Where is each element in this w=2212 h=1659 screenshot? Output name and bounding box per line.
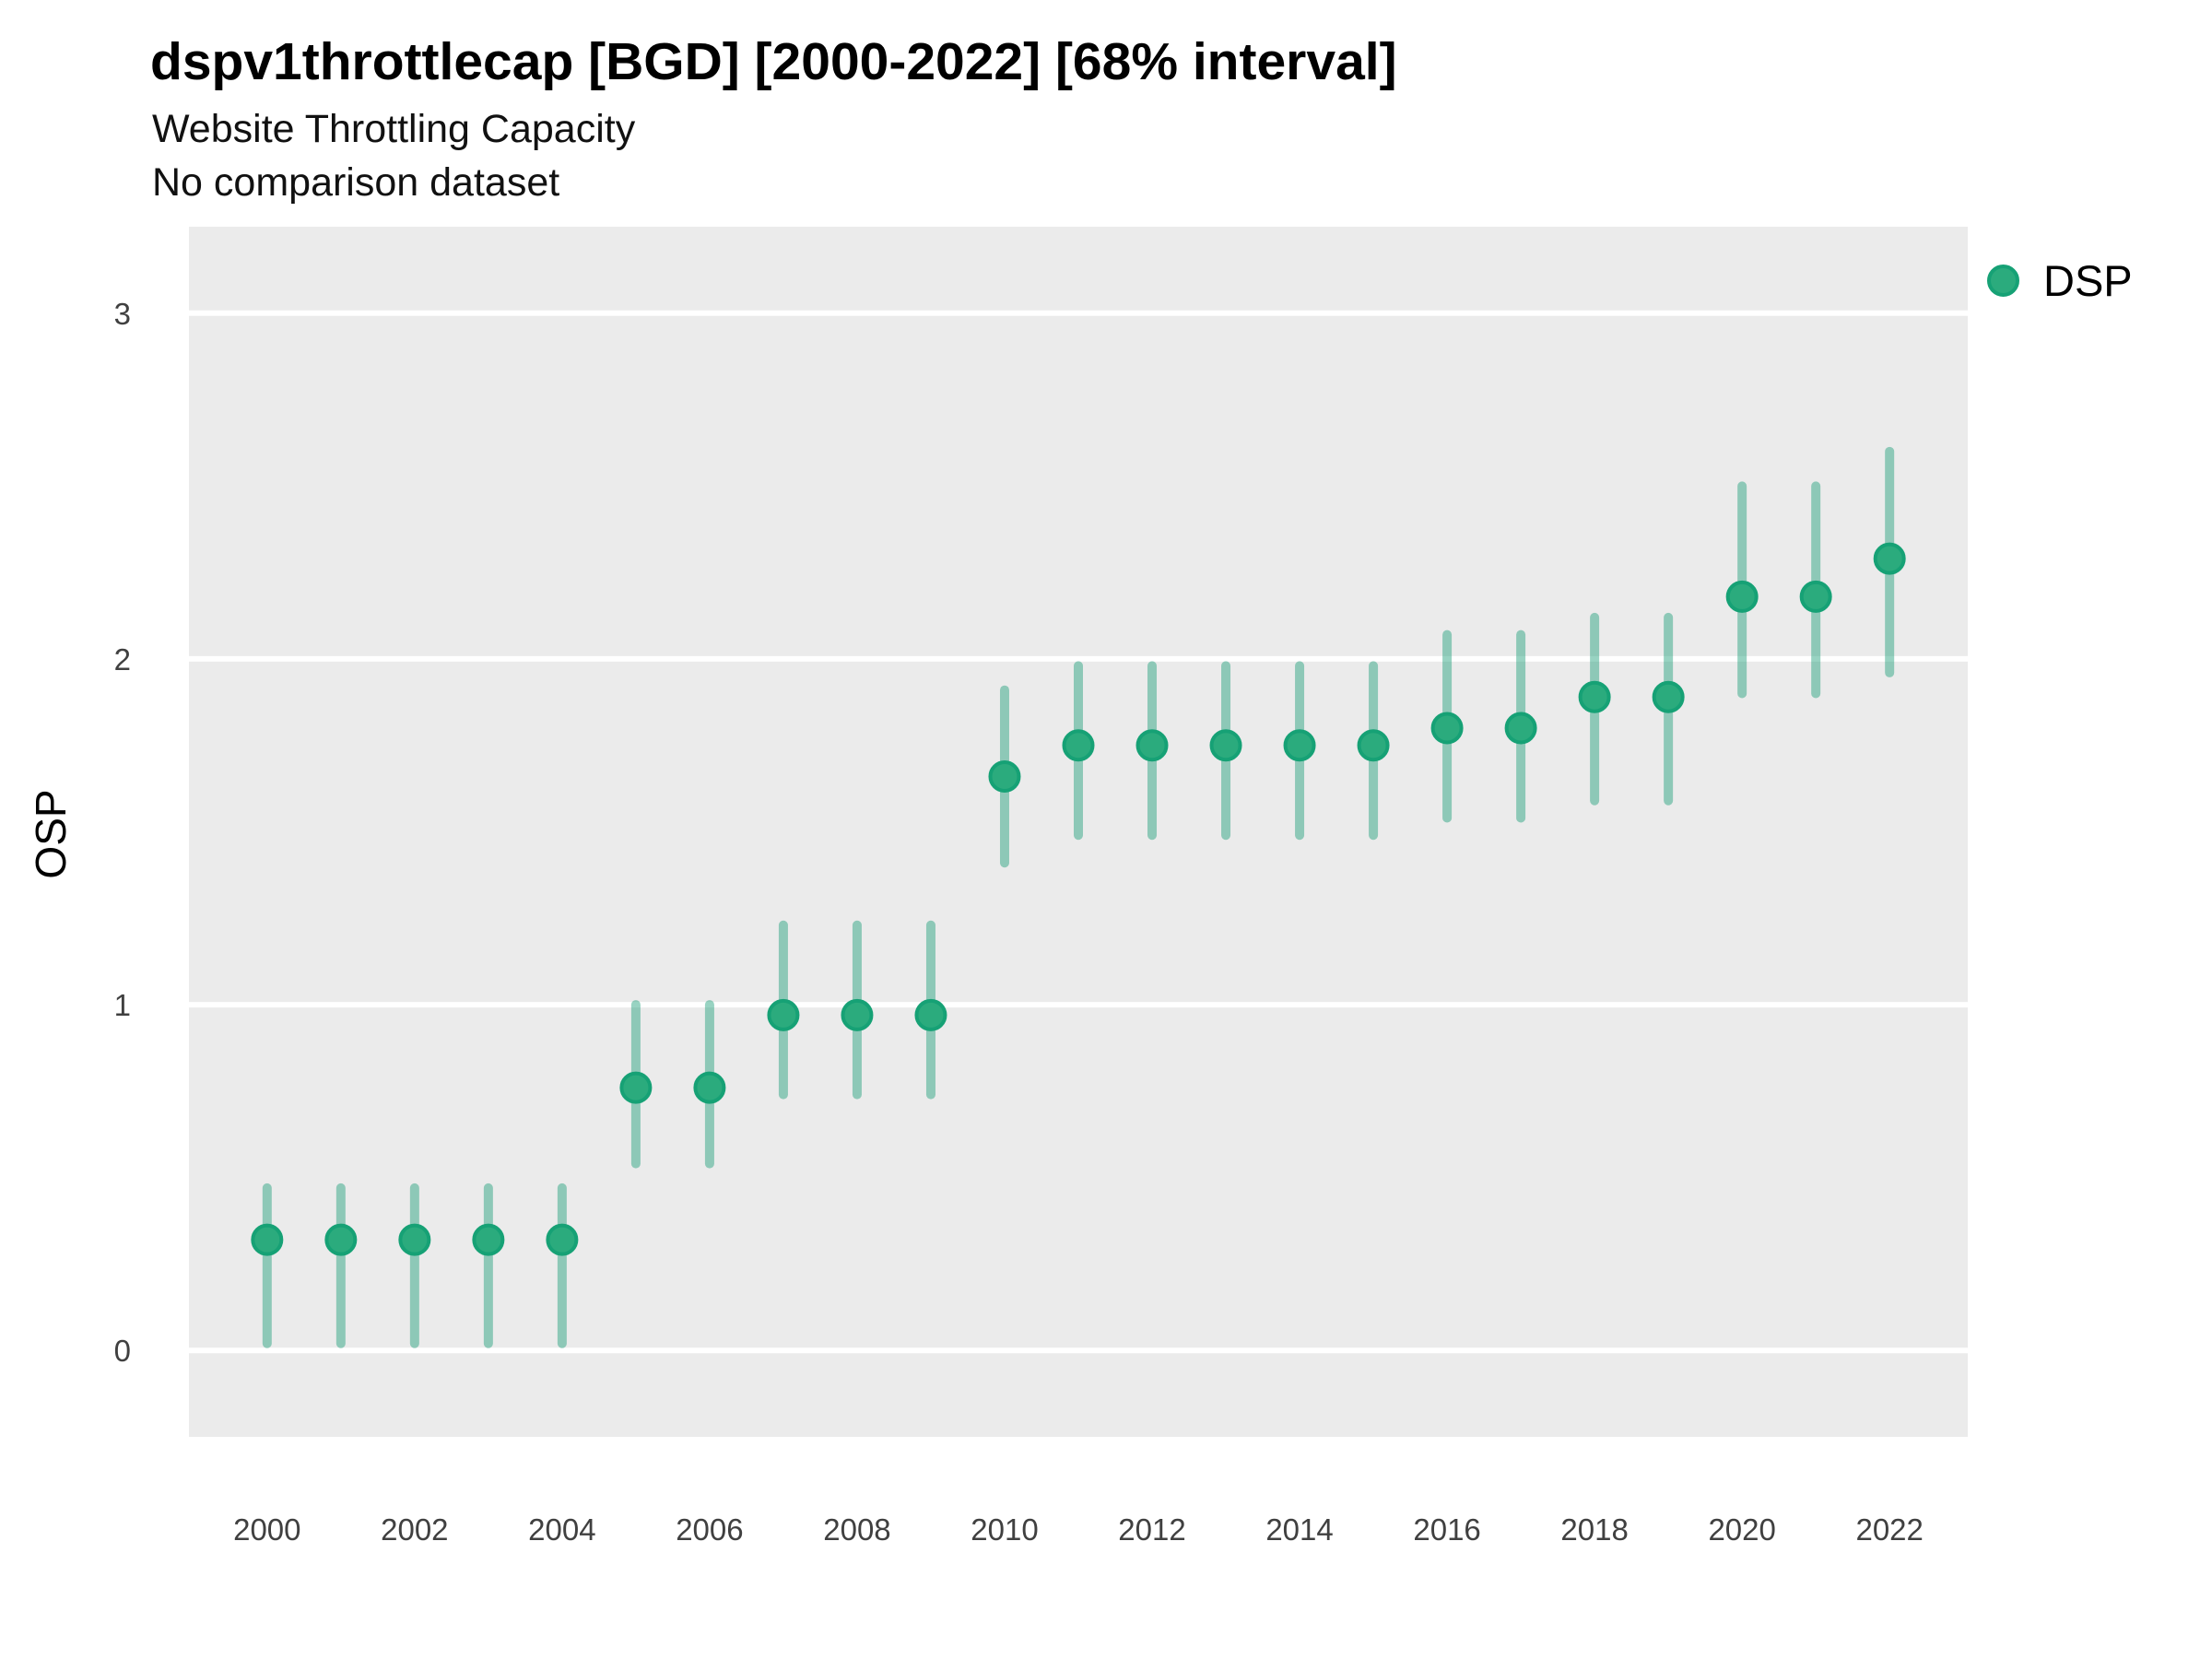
data-point-2006 [693,1071,726,1104]
x-tick-label: 2022 [1855,1512,1923,1547]
data-point-2002 [398,1223,431,1256]
chart-title: dspv1throttlecap [BGD] [2000-2022] [68% … [150,32,1397,91]
x-tick-label: 2008 [823,1512,890,1547]
chart-note: No comparison dataset [152,160,560,205]
x-tick-label: 2010 [971,1512,1038,1547]
data-point-2011 [1062,729,1095,762]
x-tick-label: 2012 [1118,1512,1185,1547]
y-tick-label: 2 [114,642,131,677]
x-tick-label: 2014 [1265,1512,1333,1547]
data-point-2001 [324,1223,358,1256]
x-tick-label: 2006 [676,1512,743,1547]
data-point-2015 [1357,729,1390,762]
data-point-2014 [1283,729,1316,762]
data-point-2000 [251,1223,284,1256]
y-tick-label: 3 [114,297,131,331]
x-tick-label: 2016 [1413,1512,1480,1547]
data-point-2012 [1135,729,1169,762]
data-point-2007 [767,998,800,1031]
data-point-2021 [1799,580,1832,613]
x-tick-label: 2002 [381,1512,448,1547]
data-point-2004 [546,1223,579,1256]
legend-dsp-label: DSP [2043,256,2133,305]
x-tick-label: 2000 [233,1512,300,1547]
chart-subtitle: Website Throttling Capacity [152,107,636,151]
x-tick-label: 2020 [1708,1512,1775,1547]
data-point-2005 [619,1071,653,1104]
data-point-2019 [1652,680,1685,713]
data-point-2018 [1578,680,1611,713]
y-tick-label: 0 [114,1334,131,1368]
x-tick-label: 2004 [528,1512,595,1547]
data-point-2003 [472,1223,505,1256]
data-point-2017 [1504,712,1537,745]
legend-dsp-swatch-icon [1987,265,2019,297]
data-point-2008 [841,998,874,1031]
legend: DSP [1987,259,2133,302]
data-point-2016 [1430,712,1464,745]
x-tick-label: 2018 [1560,1512,1628,1547]
data-point-2010 [988,759,1021,793]
data-point-2013 [1209,729,1242,762]
data-point-2020 [1725,580,1759,613]
data-point-2009 [914,998,947,1031]
data-point-2022 [1873,542,1906,575]
y-tick-label: 1 [114,988,131,1022]
